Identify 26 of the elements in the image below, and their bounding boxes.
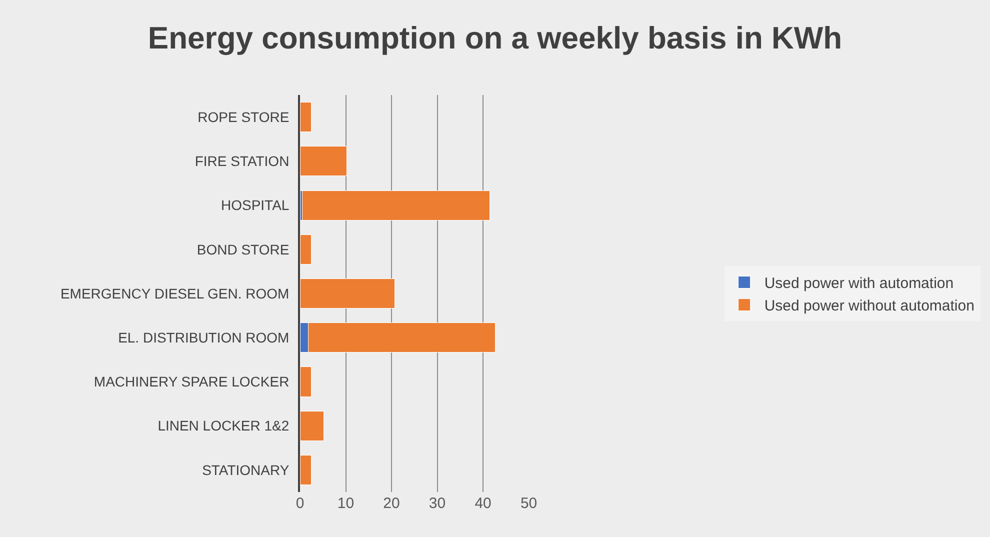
bar [302,190,490,220]
y-tick-label: EL. DISTRIBUTION ROOM [118,330,290,346]
x-tick-label: 10 [337,495,354,512]
legend-label: Used power without automation [764,298,974,315]
y-tick-label: BOND STORE [196,241,290,258]
legend-label: Used power with automation [764,275,954,292]
bar [300,234,312,264]
chart-title: Energy consumption on a weekly basis in KWh [148,20,842,56]
y-tick-label: HOSPITAL [220,197,290,214]
x-tick-label: 20 [383,495,400,512]
y-tick-label: EMERGENCY DIESEL GEN. ROOM [60,285,290,302]
bar [300,410,324,441]
bar [300,102,312,132]
x-tick-label: 40 [474,495,492,512]
y-tick-label: FIRE STATION [194,153,290,170]
bar [300,454,312,485]
bar [300,146,347,176]
bar [300,366,312,397]
x-tick-label: 30 [428,495,446,512]
y-tick-label: STATIONARY [202,462,290,478]
x-tick-label: 50 [520,495,538,512]
y-tick-label: MACHINERY SPARE LOCKER [94,374,290,390]
y-tick-label: LINEN LOCKER 1&2 [158,418,290,434]
x-tick-label: 0 [296,495,304,512]
y-tick-label: ROPE STORE [198,108,290,125]
bar [300,278,395,309]
